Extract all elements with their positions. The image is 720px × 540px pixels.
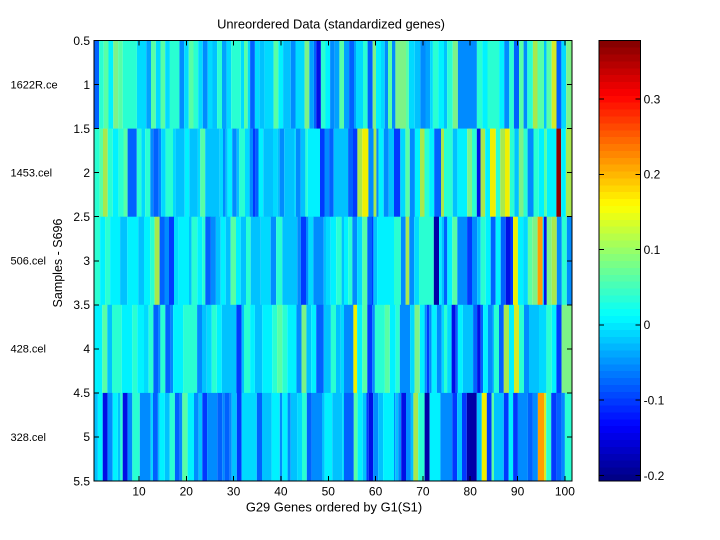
svg-text:60: 60 bbox=[369, 485, 383, 499]
svg-text:30: 30 bbox=[227, 485, 241, 499]
svg-text:428.cel: 428.cel bbox=[11, 344, 46, 356]
svg-text:506.cel: 506.cel bbox=[11, 256, 46, 268]
svg-text:2.5: 2.5 bbox=[73, 210, 90, 224]
svg-text:1622R.ce: 1622R.ce bbox=[11, 80, 58, 92]
svg-text:50: 50 bbox=[322, 485, 336, 499]
svg-text:2: 2 bbox=[83, 166, 90, 180]
svg-text:3: 3 bbox=[83, 254, 90, 268]
svg-text:10: 10 bbox=[132, 485, 146, 499]
svg-text:4: 4 bbox=[83, 342, 90, 356]
svg-text:328.cel: 328.cel bbox=[11, 432, 46, 444]
svg-text:Samples - S696: Samples - S696 bbox=[51, 218, 65, 307]
svg-text:G29 Genes ordered by G1(S1): G29 Genes ordered by G1(S1) bbox=[246, 500, 422, 515]
svg-text:-0.2: -0.2 bbox=[644, 469, 665, 483]
svg-text:80: 80 bbox=[464, 485, 478, 499]
svg-text:1.5: 1.5 bbox=[73, 122, 90, 136]
svg-text:0.3: 0.3 bbox=[644, 92, 661, 106]
svg-text:4.5: 4.5 bbox=[73, 386, 90, 400]
svg-text:100: 100 bbox=[555, 485, 575, 499]
svg-text:0.2: 0.2 bbox=[644, 168, 661, 182]
svg-text:Unreordered Data (standardized: Unreordered Data (standardized genes) bbox=[217, 17, 445, 32]
svg-text:1: 1 bbox=[83, 78, 90, 92]
svg-text:0.5: 0.5 bbox=[73, 34, 90, 48]
svg-text:-0.1: -0.1 bbox=[644, 394, 665, 408]
svg-text:5.5: 5.5 bbox=[73, 474, 90, 488]
svg-text:40: 40 bbox=[274, 485, 288, 499]
svg-text:20: 20 bbox=[180, 485, 194, 499]
svg-text:1453.cel: 1453.cel bbox=[11, 168, 53, 180]
svg-text:70: 70 bbox=[416, 485, 430, 499]
svg-text:0: 0 bbox=[644, 318, 651, 332]
svg-text:5: 5 bbox=[83, 430, 90, 444]
svg-text:0.1: 0.1 bbox=[644, 243, 661, 257]
svg-text:3.5: 3.5 bbox=[73, 298, 90, 312]
svg-text:90: 90 bbox=[511, 485, 525, 499]
